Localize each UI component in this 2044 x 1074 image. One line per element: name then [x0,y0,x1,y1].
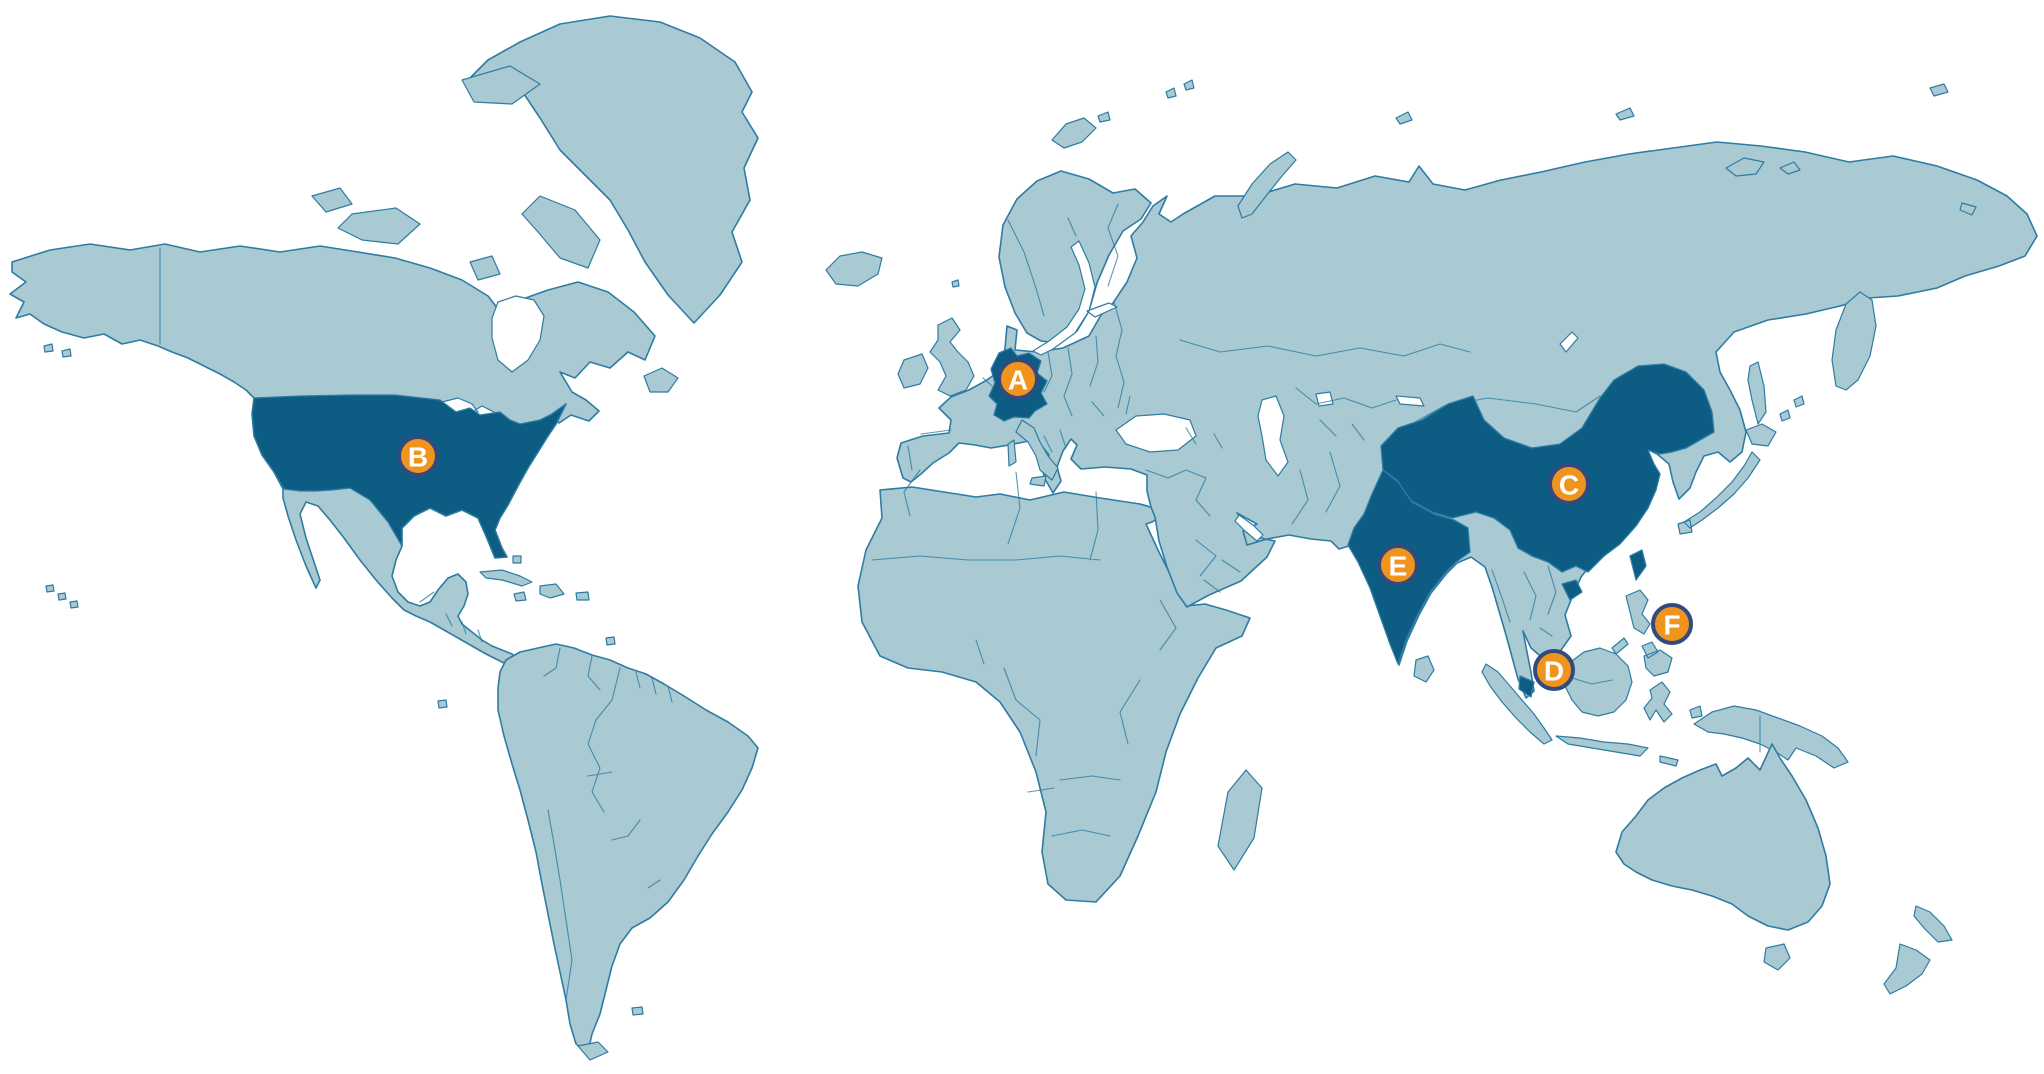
marker-f-label: F [1663,610,1680,641]
highlighted-countries [251,347,1715,698]
marker-d[interactable]: D [1533,649,1575,691]
landmass-italy [1007,419,1059,487]
country-united-states [251,394,567,559]
marker-e-label: E [1389,551,1408,582]
landmass-caribbean [479,555,590,602]
marker-c-label: C [1559,470,1579,501]
internal-country-borders [159,203,1761,1001]
marker-c-circle[interactable] [1548,463,1590,505]
marker-f[interactable]: F [1651,603,1693,645]
landmass-tasmania [1763,943,1791,971]
landmass-south-america [497,643,759,1053]
marker-b[interactable]: B [397,435,439,477]
marker-a[interactable]: A [997,358,1039,400]
country-singapore-malay-tip [1518,675,1535,698]
landmass-arctic-islands [311,65,679,393]
landmass-philippines [1611,589,1673,677]
marker-d-circle[interactable] [1533,649,1575,691]
marker-d-label: D [1544,656,1564,687]
marker-b-circle[interactable] [397,435,439,477]
landmass-iceland [825,251,883,287]
landmass-new-zealand [1883,905,1953,995]
landmass-africa [857,486,1251,903]
marker-c[interactable]: C [1548,463,1590,505]
landmass-greenland [469,15,759,324]
marker-e[interactable]: E [1377,544,1419,586]
landmass-madagascar [1217,769,1263,871]
marker-e-circle[interactable] [1377,544,1419,586]
landmass-sri-lanka [1413,655,1435,683]
markers: A B C D E F [397,358,1693,691]
landmass-australia [1615,743,1831,931]
landmass-japan [1677,423,1777,535]
country-china [1380,363,1715,601]
landmasses [9,15,2038,1061]
marker-a-label: A [1008,365,1028,396]
small-islands [43,79,1977,1061]
marker-a-circle[interactable] [997,358,1039,400]
marker-f-circle[interactable] [1651,603,1693,645]
landmass-british-isles [897,317,975,397]
marker-b-label: B [408,442,428,473]
